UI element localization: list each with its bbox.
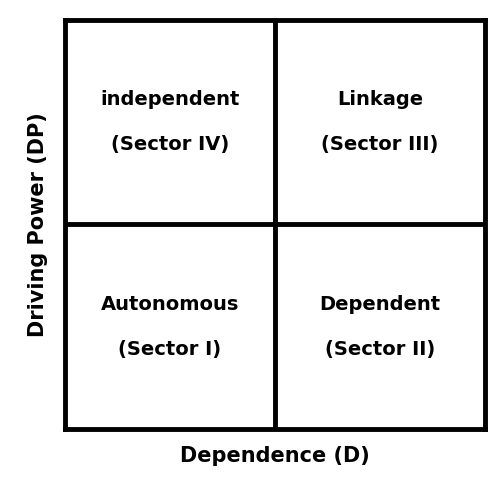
Text: Linkage: Linkage [337,90,423,109]
Text: (Sector III): (Sector III) [322,135,438,154]
Y-axis label: Driving Power (DP): Driving Power (DP) [28,112,48,337]
Text: (Sector IV): (Sector IV) [111,135,229,154]
Text: independent: independent [100,90,239,109]
Text: (Sector I): (Sector I) [118,340,222,359]
Text: (Sector II): (Sector II) [325,340,435,359]
Text: Dependent: Dependent [320,295,440,314]
X-axis label: Dependence (D): Dependence (D) [180,446,370,466]
Text: Autonomous: Autonomous [101,295,239,314]
